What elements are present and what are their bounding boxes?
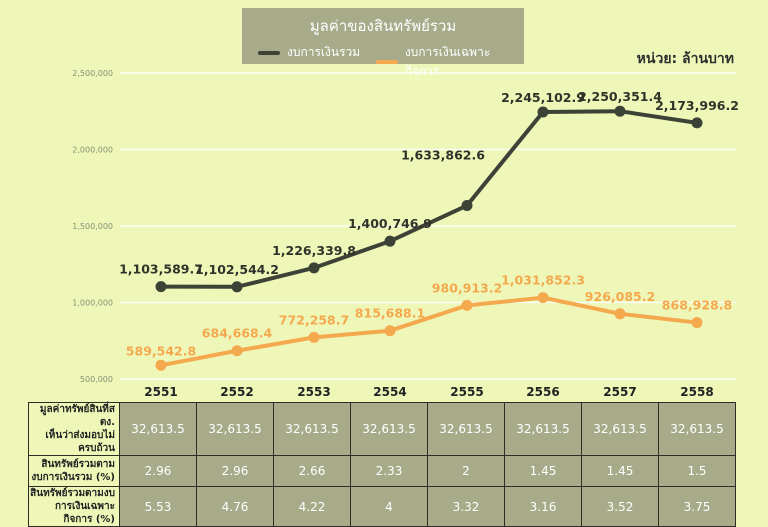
row-header: มูลค่าทรัพย์สินที่สตง. เห็นว่าส่งมอบไม่คร…	[28, 402, 120, 456]
table-cell: 4.22	[273, 486, 351, 527]
data-label: 815,688.1	[355, 306, 425, 321]
table-cell: 32,613.5	[196, 402, 274, 456]
row-header-line: มูลค่าทรัพย์สินที่สตง.	[39, 404, 115, 428]
table-row: สินทรัพย์รวมตามงบการเงินเฉพาะกิจการ (%) 5…	[28, 486, 736, 527]
row-header-line: เห็นว่าส่งมอบไม่ครบถ้วน	[45, 430, 115, 454]
x-tick-label: 2555	[450, 385, 483, 399]
row-header: สินทรัพย์รวมตามงบการเงินรวม (%)	[28, 455, 120, 487]
table-cell: 4.76	[196, 486, 274, 527]
y-tick-label: 1,000,000	[72, 299, 113, 308]
data-label: 772,258.7	[279, 312, 349, 327]
table-cell: 2.33	[350, 455, 428, 487]
data-label: 868,928.8	[662, 298, 732, 313]
data-label: 589,542.8	[126, 343, 196, 358]
table-row: มูลค่าทรัพย์สินที่สตง. เห็นว่าส่งมอบไม่คร…	[28, 402, 736, 456]
data-point	[614, 308, 626, 320]
data-point	[308, 331, 320, 343]
x-tick-label: 2554	[373, 385, 406, 399]
table-cell: 4	[350, 486, 428, 527]
table-cell: 1.5	[658, 455, 736, 487]
data-point	[155, 359, 167, 371]
table-cell: 32,613.5	[581, 402, 659, 456]
legend-item-separate: งบการเงินเฉพาะกิจการ	[376, 43, 524, 81]
table-cell: 32,613.5	[427, 402, 505, 456]
table-cell: 1.45	[581, 455, 659, 487]
legend-swatch-separate	[376, 60, 398, 64]
x-tick-label: 2552	[220, 385, 253, 399]
legend-label-separate: งบการเงินเฉพาะกิจการ	[404, 45, 491, 78]
data-label: 1,226,339.8	[272, 243, 356, 258]
row-header-line: การเงินเฉพาะกิจการ (%)	[55, 501, 115, 525]
data-label: 1,400,746.9	[348, 216, 432, 231]
data-point	[537, 106, 549, 118]
y-tick-label: 500,000	[80, 375, 113, 384]
data-label: 684,668.4	[202, 326, 273, 341]
x-tick-label: 2553	[297, 385, 330, 399]
data-point	[308, 262, 320, 274]
data-table: มูลค่าทรัพย์สินที่สตง. เห็นว่าส่งมอบไม่คร…	[28, 402, 736, 527]
table-cell: 1.45	[504, 455, 582, 487]
table-cell: 32,613.5	[504, 402, 582, 456]
legend-label-consolidated: งบการเงินรวม	[287, 45, 361, 59]
series-line	[159, 295, 699, 368]
table-cell: 5.53	[119, 486, 197, 527]
data-label: 1,102,544.2	[195, 262, 279, 277]
data-label: 1,103,589.7	[119, 262, 203, 277]
data-point	[461, 200, 473, 212]
legend-item-consolidated: งบการเงินรวม	[258, 43, 360, 62]
table-cell: 3.75	[658, 486, 736, 527]
unit-label: หน่วย: ล้านบาท	[636, 51, 734, 67]
series-line	[159, 109, 699, 289]
y-tick-label: 1,500,000	[72, 222, 113, 231]
data-label: 2,250,351.4	[578, 89, 662, 104]
data-label: 980,913.2	[432, 280, 502, 295]
row-header: สินทรัพย์รวมตามงบการเงินเฉพาะกิจการ (%)	[28, 486, 120, 527]
chart-title: มูลค่าของสินทรัพย์รวม	[309, 17, 457, 35]
table-cell: 3.52	[581, 486, 659, 527]
table-cell: 32,613.5	[350, 402, 428, 456]
table-cell: 3.16	[504, 486, 582, 527]
data-point	[384, 235, 396, 247]
table-cell: 32,613.5	[273, 402, 351, 456]
data-label: 2,245,102.9	[501, 90, 585, 105]
data-label: 2,173,996.2	[655, 98, 739, 113]
table-cell: 32,613.5	[658, 402, 736, 456]
data-point	[461, 299, 473, 311]
data-label: 926,085.2	[585, 289, 655, 304]
y-tick-label: 2,000,000	[72, 146, 113, 155]
table-cell: 2	[427, 455, 505, 487]
table-row: สินทรัพย์รวมตาม งบการเงินรวม (%) 2.96 2.96 2…	[28, 455, 736, 487]
chart-header: มูลค่าของสินทรัพย์รวม งบการเงินรวม งบการ…	[242, 8, 524, 78]
data-point	[231, 345, 243, 357]
x-tick-label: 2558	[680, 385, 713, 399]
table-cell: 2.66	[273, 455, 351, 487]
data-point	[691, 117, 703, 129]
data-label: 1,633,862.6	[401, 148, 485, 163]
data-point	[691, 317, 703, 329]
table-cell: 2.96	[196, 455, 274, 487]
legend-swatch-consolidated	[258, 50, 280, 55]
table-cell: 32,613.5	[119, 402, 197, 456]
x-tick-label: 2557	[603, 385, 636, 399]
data-point	[384, 325, 396, 337]
data-point	[614, 105, 626, 117]
table-cell: 3.32	[427, 486, 505, 527]
data-point	[537, 292, 549, 304]
y-tick-label: 2,500,000	[72, 69, 113, 78]
row-header-line: สินทรัพย์รวมตาม	[41, 459, 115, 470]
data-point	[231, 281, 243, 293]
table-cell: 2.96	[119, 455, 197, 487]
row-header-line: งบการเงินรวม (%)	[31, 472, 115, 483]
data-point	[155, 281, 167, 293]
row-header-line: สินทรัพย์รวมตามงบ	[30, 488, 115, 499]
data-label: 1,031,852.3	[501, 273, 585, 288]
chart-plot: 500,000 1,000,000 1,500,000 2,000,000 2,500,…	[72, 69, 739, 399]
x-tick-label: 2551	[144, 385, 177, 399]
x-tick-label: 2556	[526, 385, 559, 399]
